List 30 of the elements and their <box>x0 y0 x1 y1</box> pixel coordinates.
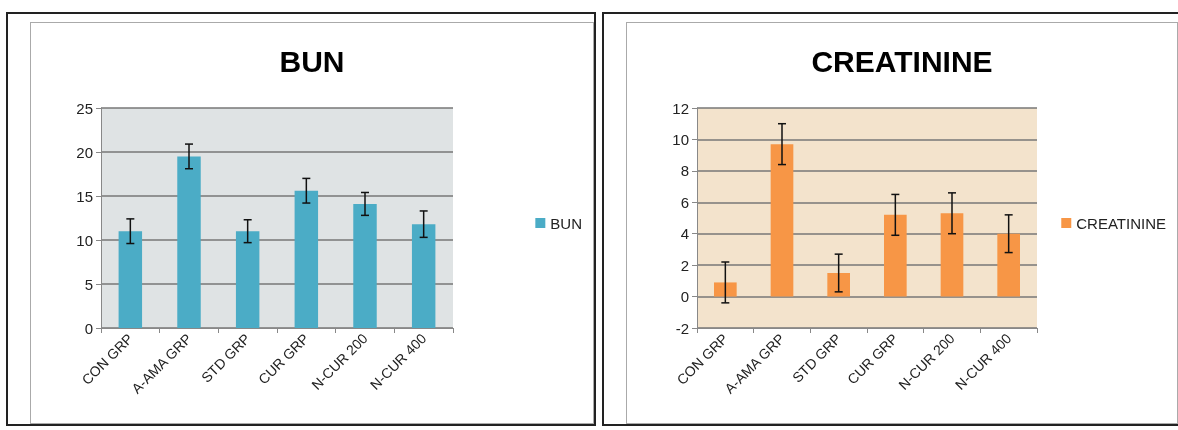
y-tick-label: 10 <box>672 130 689 148</box>
y-tick-label: 12 <box>672 99 689 117</box>
bar <box>770 144 794 297</box>
bar <box>235 231 260 328</box>
bar <box>997 233 1020 297</box>
legend-label: BUN <box>550 214 582 232</box>
y-tick-label: 25 <box>76 99 93 117</box>
bar <box>827 273 850 297</box>
legend-label: CREATININE <box>1076 214 1167 232</box>
y-tick-label: 8 <box>680 162 689 180</box>
y-tick-label: 4 <box>680 225 689 243</box>
y-tick-label: 0 <box>680 288 689 306</box>
bar <box>177 156 201 328</box>
bar <box>884 214 907 297</box>
y-tick-label: 2 <box>680 256 689 274</box>
bar <box>118 231 143 328</box>
chart-title: CREATININE <box>811 44 993 78</box>
y-tick-label: 6 <box>680 193 689 211</box>
bar <box>714 282 737 297</box>
y-tick-label: 20 <box>76 143 93 161</box>
y-tick-label: -2 <box>675 319 689 337</box>
bar <box>294 190 319 328</box>
y-tick-label: 15 <box>76 187 93 205</box>
y-tick-label: 5 <box>84 275 93 293</box>
chart-title: BUN <box>279 44 345 78</box>
y-tick-label: 10 <box>76 231 93 249</box>
bar <box>353 203 377 328</box>
bar <box>940 213 964 297</box>
y-tick-label: 0 <box>84 319 93 337</box>
bar <box>411 224 436 328</box>
